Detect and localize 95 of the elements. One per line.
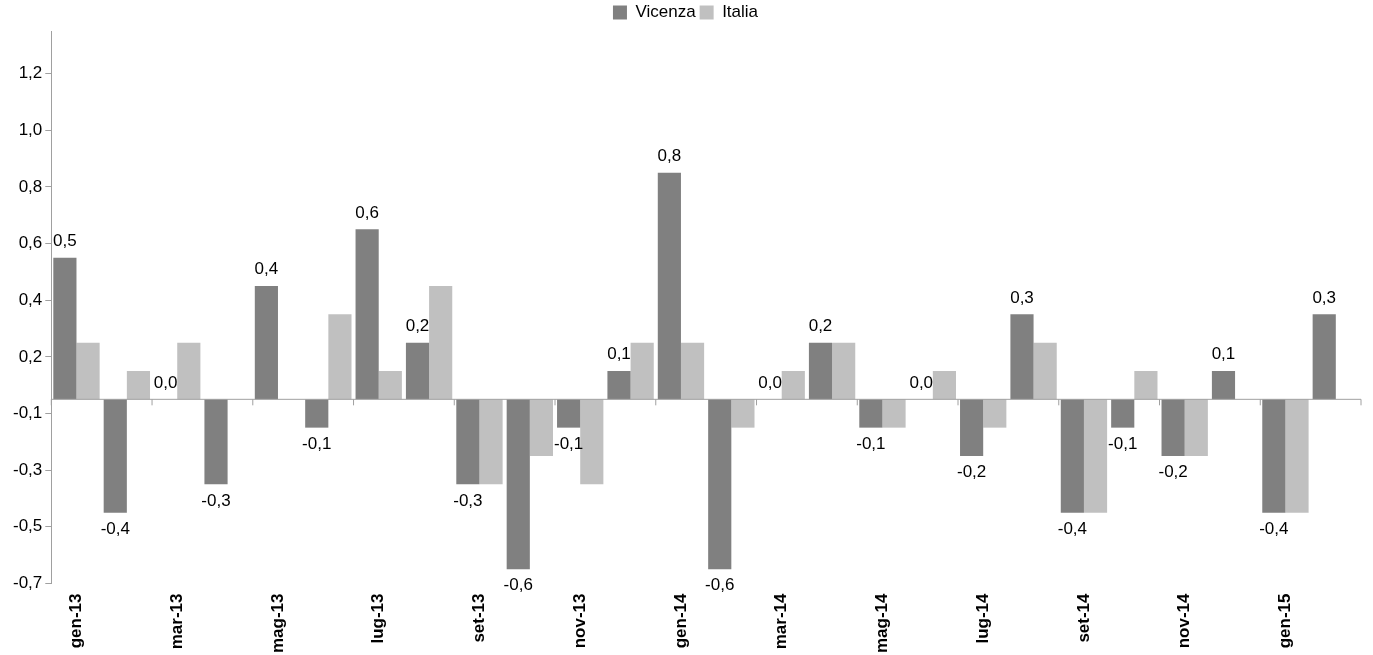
bar <box>832 342 856 400</box>
bar <box>1285 399 1309 513</box>
bar <box>53 257 77 400</box>
bar <box>1060 399 1084 513</box>
x-tick-label: nov-13 <box>569 593 589 649</box>
bar <box>607 370 631 400</box>
data-label: -0,4 <box>1057 518 1088 538</box>
bar <box>630 342 654 400</box>
bar <box>328 314 352 400</box>
y-tick-label: -0,3 <box>13 459 43 479</box>
bar <box>456 399 480 485</box>
legend-label: Vicenza <box>635 2 697 22</box>
y-tick-label: -0,7 <box>13 573 43 593</box>
x-tick-label: mar-14 <box>771 592 791 650</box>
bar <box>1211 370 1236 400</box>
data-label: -0,6 <box>503 575 533 595</box>
x-tick-label: lug-14 <box>972 592 992 644</box>
data-label: 0,3 <box>1312 287 1337 307</box>
data-label: 0,0 <box>758 372 782 392</box>
data-label: -0,1 <box>856 433 886 453</box>
data-label: 0,4 <box>254 259 279 279</box>
y-tick-label: 1,0 <box>18 119 43 139</box>
x-tick-label: gen-15 <box>1275 593 1295 649</box>
data-label: 0,0 <box>153 372 178 392</box>
bar <box>405 342 430 400</box>
data-label: -0,3 <box>453 490 483 510</box>
bar <box>103 399 127 513</box>
data-label: -0,2 <box>1158 462 1188 482</box>
bar <box>305 399 329 428</box>
bar <box>1161 399 1185 456</box>
bar <box>1312 314 1336 400</box>
data-label: -0,2 <box>956 462 987 482</box>
bar <box>708 399 732 570</box>
legend-label: Italia <box>722 2 759 22</box>
bar <box>557 399 581 428</box>
bar <box>126 370 151 400</box>
x-tick-label: set-13 <box>469 593 489 643</box>
bar <box>859 399 883 428</box>
bar <box>960 399 984 456</box>
bar <box>429 285 453 400</box>
bar <box>1111 399 1135 428</box>
data-label: 0,2 <box>405 315 430 335</box>
x-tick-label: gen-13 <box>66 593 86 649</box>
bar <box>1184 399 1208 456</box>
bar <box>76 342 100 400</box>
bar <box>1010 314 1034 400</box>
bar <box>657 172 681 400</box>
bar <box>1033 342 1057 400</box>
data-label: 0,1 <box>1211 344 1236 364</box>
data-label: -0,4 <box>100 518 130 538</box>
bar <box>1262 399 1286 513</box>
data-label: 0,8 <box>657 145 682 165</box>
bar <box>1083 399 1108 513</box>
data-label: 0,6 <box>355 202 379 222</box>
data-label: 0,5 <box>53 230 77 250</box>
bar <box>731 399 755 428</box>
bar <box>680 342 705 400</box>
x-tick-label: gen-14 <box>670 592 690 649</box>
y-tick-label: 0,2 <box>18 346 43 366</box>
data-label: 0,0 <box>909 372 934 392</box>
bar <box>204 399 228 485</box>
bar <box>254 285 278 400</box>
bar <box>983 399 1007 428</box>
data-label: 0,1 <box>607 344 631 364</box>
bar <box>1134 370 1158 400</box>
data-label: -0,1 <box>302 433 332 453</box>
x-tick-label: set-14 <box>1073 592 1093 643</box>
x-tick-label: lug-13 <box>368 593 388 644</box>
bar <box>781 370 805 400</box>
y-tick-label: -0,1 <box>13 403 43 423</box>
bar <box>355 229 379 400</box>
data-label: -0,1 <box>1108 433 1138 453</box>
data-label: 0,2 <box>808 315 833 335</box>
bar <box>177 342 201 400</box>
bar <box>882 399 906 428</box>
data-label: -0,4 <box>1259 518 1289 538</box>
data-label: 0,3 <box>1010 287 1034 307</box>
y-tick-label: 0,6 <box>18 233 43 253</box>
bar <box>932 370 956 400</box>
y-tick-label: -0,5 <box>13 516 43 536</box>
bar <box>808 342 833 400</box>
y-tick-label: 0,4 <box>18 289 43 309</box>
data-label: -0,6 <box>705 575 735 595</box>
bar <box>479 399 503 485</box>
x-tick-label: mar-13 <box>166 593 186 650</box>
y-tick-label: 1,2 <box>18 63 43 83</box>
bar <box>506 399 530 570</box>
x-tick-label: nov-14 <box>1174 592 1194 649</box>
data-label: -0,3 <box>201 490 231 510</box>
bar <box>529 399 554 456</box>
bar <box>378 370 402 400</box>
x-tick-label: mag-14 <box>872 592 892 654</box>
data-label: -0,1 <box>553 433 584 453</box>
y-tick-label: 0,8 <box>18 176 43 196</box>
x-tick-label: mag-13 <box>267 593 287 654</box>
